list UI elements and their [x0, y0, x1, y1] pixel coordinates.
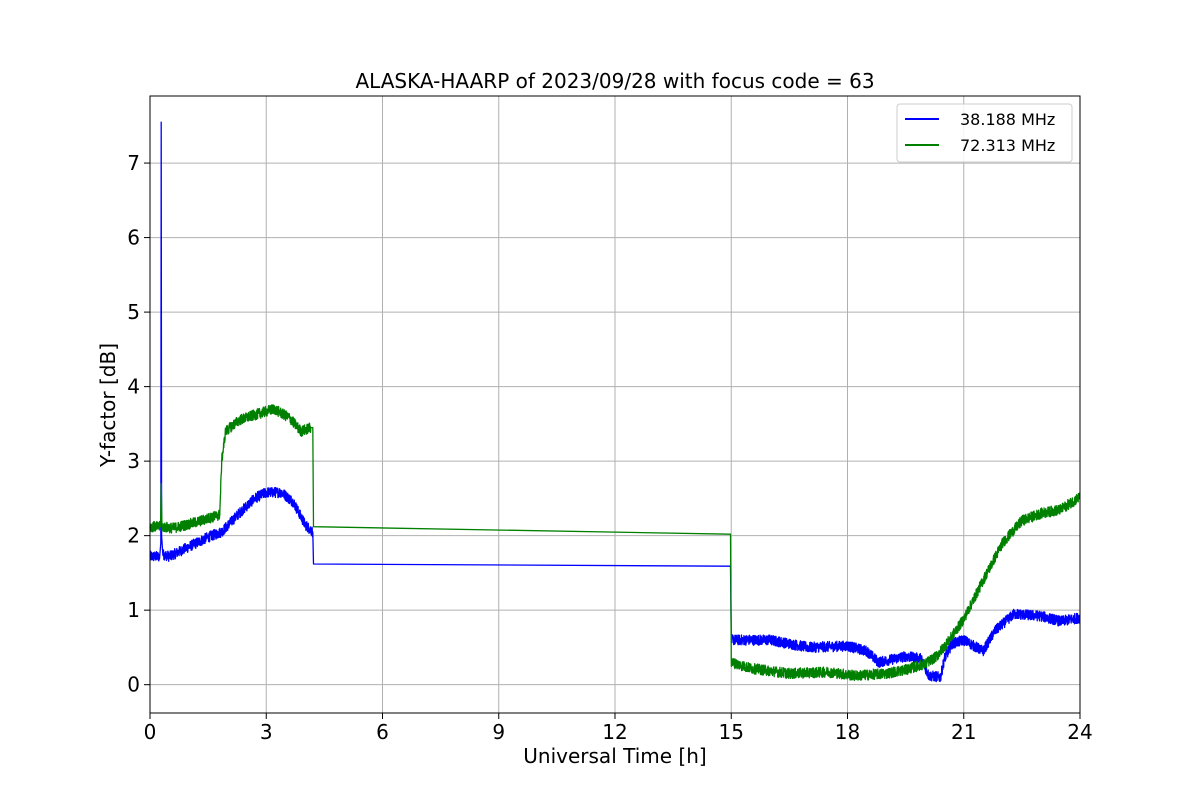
chart-title: ALASKA-HAARP of 2023/09/28 with focus co…: [355, 69, 874, 93]
x-tick-label: 15: [719, 720, 744, 744]
legend-label: 72.313 MHz: [960, 136, 1055, 155]
x-axis-ticks: 0 3 6 9 12 15 18 21 24: [144, 713, 1093, 744]
series-line-1: [149, 121, 1081, 683]
series-layer: [149, 121, 1081, 683]
x-tick-label: 9: [492, 720, 505, 744]
y-tick-label: 0: [127, 673, 140, 697]
y-tick-label: 6: [127, 226, 140, 250]
series-line-2: [149, 404, 1081, 682]
y-tick-label: 1: [127, 598, 140, 622]
y-axis-ticks: 0 1 2 3 4 5 6 7: [127, 151, 150, 697]
y-tick-label: 3: [127, 449, 140, 473]
x-tick-label: 0: [144, 720, 157, 744]
x-axis-label: Universal Time [h]: [523, 744, 706, 768]
y-tick-label: 2: [127, 524, 140, 548]
y-tick-label: 4: [127, 375, 140, 399]
x-tick-label: 18: [835, 720, 860, 744]
legend-box: [896, 103, 1073, 163]
x-tick-label: 21: [951, 720, 976, 744]
y-axis-label: Y-factor [dB]: [96, 343, 120, 468]
x-tick-label: 24: [1067, 720, 1092, 744]
x-tick-label: 12: [602, 720, 627, 744]
y-tick-label: 7: [127, 151, 140, 175]
y-tick-label: 5: [127, 300, 140, 324]
legend-label: 38.188 MHz: [960, 110, 1055, 129]
x-tick-label: 3: [260, 720, 273, 744]
x-tick-label: 6: [376, 720, 389, 744]
legend: 38.188 MHz 72.313 MHz: [896, 103, 1073, 163]
